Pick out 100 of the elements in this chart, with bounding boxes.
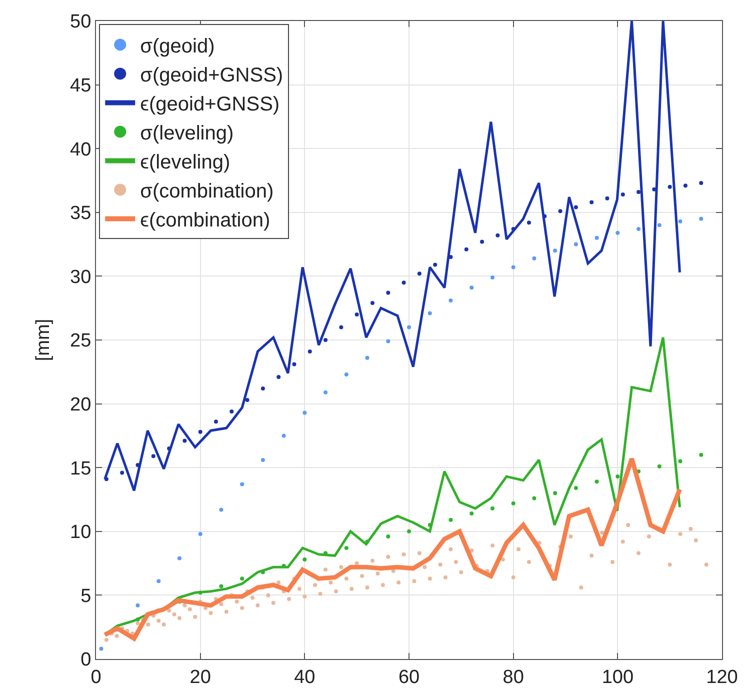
point — [668, 184, 672, 189]
point — [120, 470, 124, 475]
point — [636, 226, 641, 231]
point — [678, 219, 682, 224]
point — [407, 529, 411, 534]
x-tick-label: 40 — [294, 666, 316, 688]
point — [182, 438, 187, 443]
point — [574, 486, 578, 490]
point — [636, 190, 641, 194]
point — [245, 398, 250, 402]
point — [553, 248, 558, 253]
point — [620, 192, 625, 197]
point — [386, 290, 390, 295]
point — [464, 247, 468, 252]
point — [365, 356, 370, 360]
point — [511, 265, 516, 270]
line-series — [104, 21, 681, 492]
point — [219, 584, 224, 588]
point — [470, 286, 474, 290]
y-tick-label: 45 — [70, 75, 92, 96]
y-tick-label: 35 — [70, 203, 92, 224]
point — [198, 430, 202, 434]
y-axis-title: [mm] — [32, 318, 54, 362]
point — [407, 325, 411, 330]
line-series — [102, 456, 682, 641]
point — [260, 386, 265, 390]
point — [553, 491, 558, 496]
y-tick-label: 20 — [70, 394, 92, 416]
x-tick-label: 60 — [398, 666, 420, 688]
point — [448, 518, 453, 522]
point — [402, 280, 406, 285]
point — [417, 272, 422, 276]
point — [177, 556, 182, 560]
point — [699, 216, 704, 221]
point — [240, 482, 244, 486]
point — [302, 557, 307, 562]
y-tick-label: 10 — [70, 522, 92, 544]
point — [302, 410, 307, 415]
point — [339, 325, 344, 330]
legend-label: ϵ(combination) — [140, 209, 270, 232]
point — [511, 501, 516, 506]
point — [678, 459, 682, 464]
y-tick-label: 15 — [70, 458, 92, 480]
legend-label: σ(combination) — [140, 180, 274, 202]
x-tick-label: 120 — [706, 666, 738, 688]
legend-label: ϵ(geoid+GNSS) — [140, 93, 280, 116]
point — [526, 220, 531, 225]
x-tick-label: 80 — [502, 666, 524, 688]
y-tick-label: 0 — [80, 650, 92, 671]
point — [354, 312, 359, 316]
legend-label: σ(leveling) — [140, 122, 234, 144]
point — [219, 508, 224, 512]
point — [605, 196, 610, 200]
point — [490, 275, 494, 280]
y-tick-label: 30 — [70, 266, 92, 288]
point — [590, 200, 594, 204]
point — [699, 181, 704, 186]
point — [156, 579, 161, 584]
point — [386, 534, 390, 538]
point — [282, 434, 286, 438]
point — [574, 242, 578, 246]
point — [433, 262, 438, 267]
point — [616, 474, 620, 479]
point — [324, 338, 328, 342]
point — [324, 390, 328, 394]
point — [657, 223, 662, 228]
point — [558, 209, 562, 214]
point — [136, 603, 140, 608]
point — [386, 339, 390, 344]
point — [594, 480, 599, 484]
point — [532, 256, 536, 260]
point — [260, 458, 265, 462]
point — [214, 420, 218, 424]
point — [198, 532, 202, 536]
point — [657, 464, 662, 468]
point — [532, 496, 536, 500]
point — [308, 349, 312, 354]
legend-label: σ(geoid+GNSS) — [140, 64, 284, 86]
legend-label: σ(geoid) — [140, 35, 215, 58]
y-tick-label: 50 — [70, 12, 92, 33]
y-tick-label: 25 — [70, 330, 92, 352]
point — [594, 236, 599, 240]
point — [276, 375, 281, 379]
point — [99, 646, 104, 651]
line-series — [104, 336, 681, 636]
point — [428, 311, 432, 316]
point — [344, 372, 348, 376]
point — [470, 512, 474, 516]
point — [699, 452, 704, 457]
x-tick-label: 100 — [602, 666, 634, 688]
point — [683, 184, 688, 188]
legend-label: ϵ(leveling) — [140, 151, 230, 174]
point — [496, 233, 500, 238]
y-tick-label: 5 — [80, 586, 92, 607]
point — [448, 298, 453, 302]
point — [240, 576, 244, 581]
point — [574, 205, 578, 210]
point — [292, 362, 296, 366]
point — [490, 506, 494, 510]
point — [344, 546, 348, 550]
